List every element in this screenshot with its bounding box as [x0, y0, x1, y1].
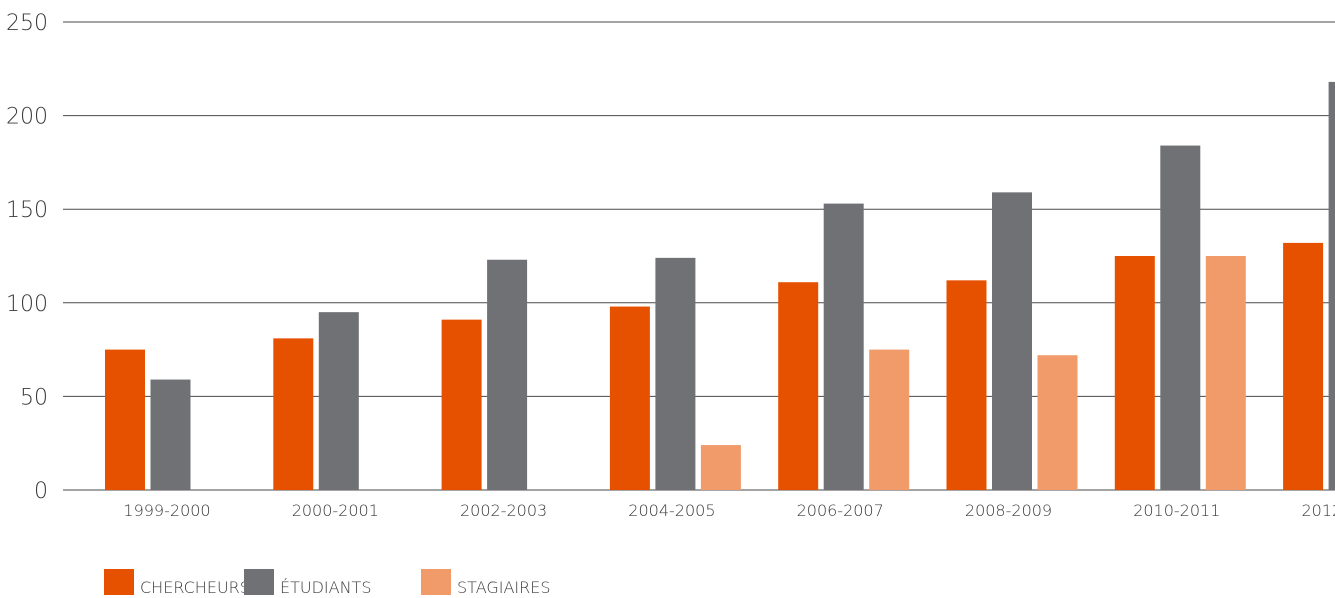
bar-chercheurs-2010-2011	[1114, 256, 1155, 490]
x-category-label: 1999-2000	[123, 501, 210, 520]
bar-etudiants-2002-2003	[487, 259, 528, 490]
x-category-label: 2008-2009	[965, 501, 1052, 520]
x-category-label: 2004-2005	[628, 501, 715, 520]
legend-swatch-chercheurs	[104, 569, 134, 595]
bar-chercheurs-2012-2013	[1283, 242, 1324, 490]
bar-chercheurs-2008-2009	[946, 280, 987, 490]
x-category-label: 2002-2003	[460, 501, 547, 520]
bar-stagiaires-2006-2007	[869, 349, 910, 490]
y-tick-label: 200	[6, 105, 48, 130]
bar-etudiants-2004-2005	[655, 257, 696, 490]
bar-stagiaires-2010-2011	[1205, 256, 1246, 490]
bar-etudiants-1999-2000	[150, 379, 191, 490]
bar-chercheurs-2006-2007	[778, 282, 819, 490]
x-category-label: 2000-2001	[292, 501, 379, 520]
x-category-label: 2010-2011	[1133, 501, 1220, 520]
bar-chercheurs-2004-2005	[609, 306, 650, 490]
legend-swatch-etudiants	[244, 569, 274, 595]
bar-stagiaires-2004-2005	[700, 445, 741, 490]
bar-etudiants-2000-2001	[318, 312, 359, 490]
x-axis-category-labels: 1999-2000 2000-2001 2002-2003 2004-2005 2006…	[123, 501, 1335, 520]
bar-chercheurs-2002-2003	[441, 319, 482, 490]
bar-etudiants-2012-2013	[1328, 81, 1335, 491]
bar-stagiaires-2008-2009	[1037, 355, 1078, 490]
bar-etudiants-2006-2007	[823, 203, 864, 491]
y-tick-label: 150	[6, 198, 48, 223]
legend-swatch-stagiaires	[421, 569, 451, 595]
legend-label-chercheurs: CHERCHEURS	[140, 578, 250, 597]
bar-etudiants-2008-2009	[992, 192, 1032, 491]
y-tick-label: 250	[6, 11, 48, 36]
bars	[105, 81, 1335, 491]
x-category-label: 2012-2013	[1301, 501, 1335, 520]
y-tick-label: 50	[20, 385, 48, 410]
bar-chercheurs-2000-2001	[273, 338, 314, 490]
y-tick-label: 0	[34, 479, 48, 504]
legend: CHERCHEURS ÉTUDIANTS STAGIAIRES	[104, 569, 551, 597]
y-tick-label: 100	[6, 292, 48, 317]
legend-label-etudiants: ÉTUDIANTS	[280, 578, 371, 597]
x-category-label: 2006-2007	[797, 501, 884, 520]
bar-chercheurs-1999-2000	[105, 349, 145, 490]
bar-etudiants-2010-2011	[1160, 145, 1201, 490]
y-axis-tick-labels: 0 50 100 150 200 250	[6, 11, 48, 504]
legend-label-stagiaires: STAGIAIRES	[457, 578, 551, 597]
